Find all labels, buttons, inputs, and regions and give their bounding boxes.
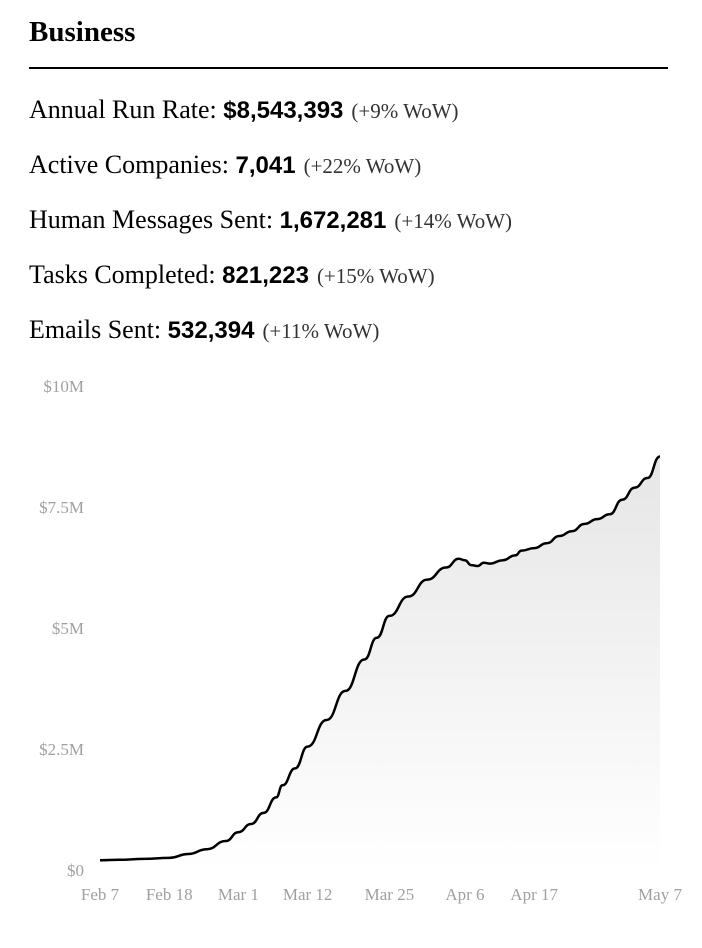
y-tick-label: $2.5M — [39, 740, 84, 759]
metric-value: 1,672,281 — [279, 207, 387, 234]
metric-change: (+11% WoW) — [262, 319, 380, 343]
metric-label: Emails Sent: — [29, 315, 168, 344]
x-tick-label: Apr 6 — [445, 885, 484, 904]
x-tick-label: Apr 17 — [510, 885, 558, 904]
run-rate-line — [99, 455, 661, 862]
y-axis: $0 $2.5M $5M $7.5M $10M — [39, 377, 84, 880]
metric-annual-run-rate: Annual Run Rate: $8,543,393 (+9% WoW) — [29, 95, 459, 129]
metric-change: (+14% WoW) — [394, 209, 513, 233]
metric-change: (+22% WoW) — [303, 154, 422, 178]
metric-active-companies: Active Companies: 7,041 (+22% WoW) — [29, 150, 421, 184]
metric-value: 7,041 — [235, 152, 296, 179]
metric-emails-sent: Emails Sent: 532,394 (+11% WoW) — [29, 315, 379, 349]
y-tick-label: $5M — [52, 619, 84, 638]
section-title: Business — [29, 16, 136, 48]
x-tick-label: Mar 25 — [365, 885, 415, 904]
run-rate-chart: $0 $2.5M $5M $7.5M $10M Feb 7 Feb 18 Mar 1 Mar … — [39, 377, 683, 904]
run-rate-area — [100, 456, 660, 870]
x-tick-label: Mar 12 — [283, 885, 333, 904]
metric-label: Annual Run Rate: — [29, 95, 224, 124]
metric-human-messages-sent: Human Messages Sent: 1,672,281 (+14% WoW) — [29, 205, 512, 239]
metric-change: (+9% WoW) — [351, 99, 459, 123]
metric-value: 532,394 — [167, 317, 255, 344]
title-divider — [29, 67, 668, 69]
y-tick-label: $7.5M — [39, 498, 84, 517]
metric-label: Active Companies: — [29, 150, 236, 179]
x-tick-label: Mar 1 — [218, 885, 259, 904]
metric-value: 821,223 — [222, 262, 309, 289]
x-tick-label: Feb 18 — [146, 885, 193, 904]
metric-tasks-completed: Tasks Completed: 821,223 (+15% WoW) — [29, 260, 435, 294]
metric-change: (+15% WoW) — [316, 264, 435, 288]
y-tick-label: $10M — [43, 377, 84, 396]
x-tick-label: Feb 7 — [81, 885, 120, 904]
metric-value: $8,543,393 — [223, 97, 344, 124]
metric-label: Human Messages Sent: — [29, 205, 280, 234]
x-tick-label: May 7 — [638, 885, 682, 904]
y-tick-label: $0 — [67, 861, 84, 880]
x-axis: Feb 7 Feb 18 Mar 1 Mar 12 Mar 25 Apr 6 Apr 17 M… — [81, 885, 683, 904]
metric-label: Tasks Completed: — [29, 260, 223, 289]
